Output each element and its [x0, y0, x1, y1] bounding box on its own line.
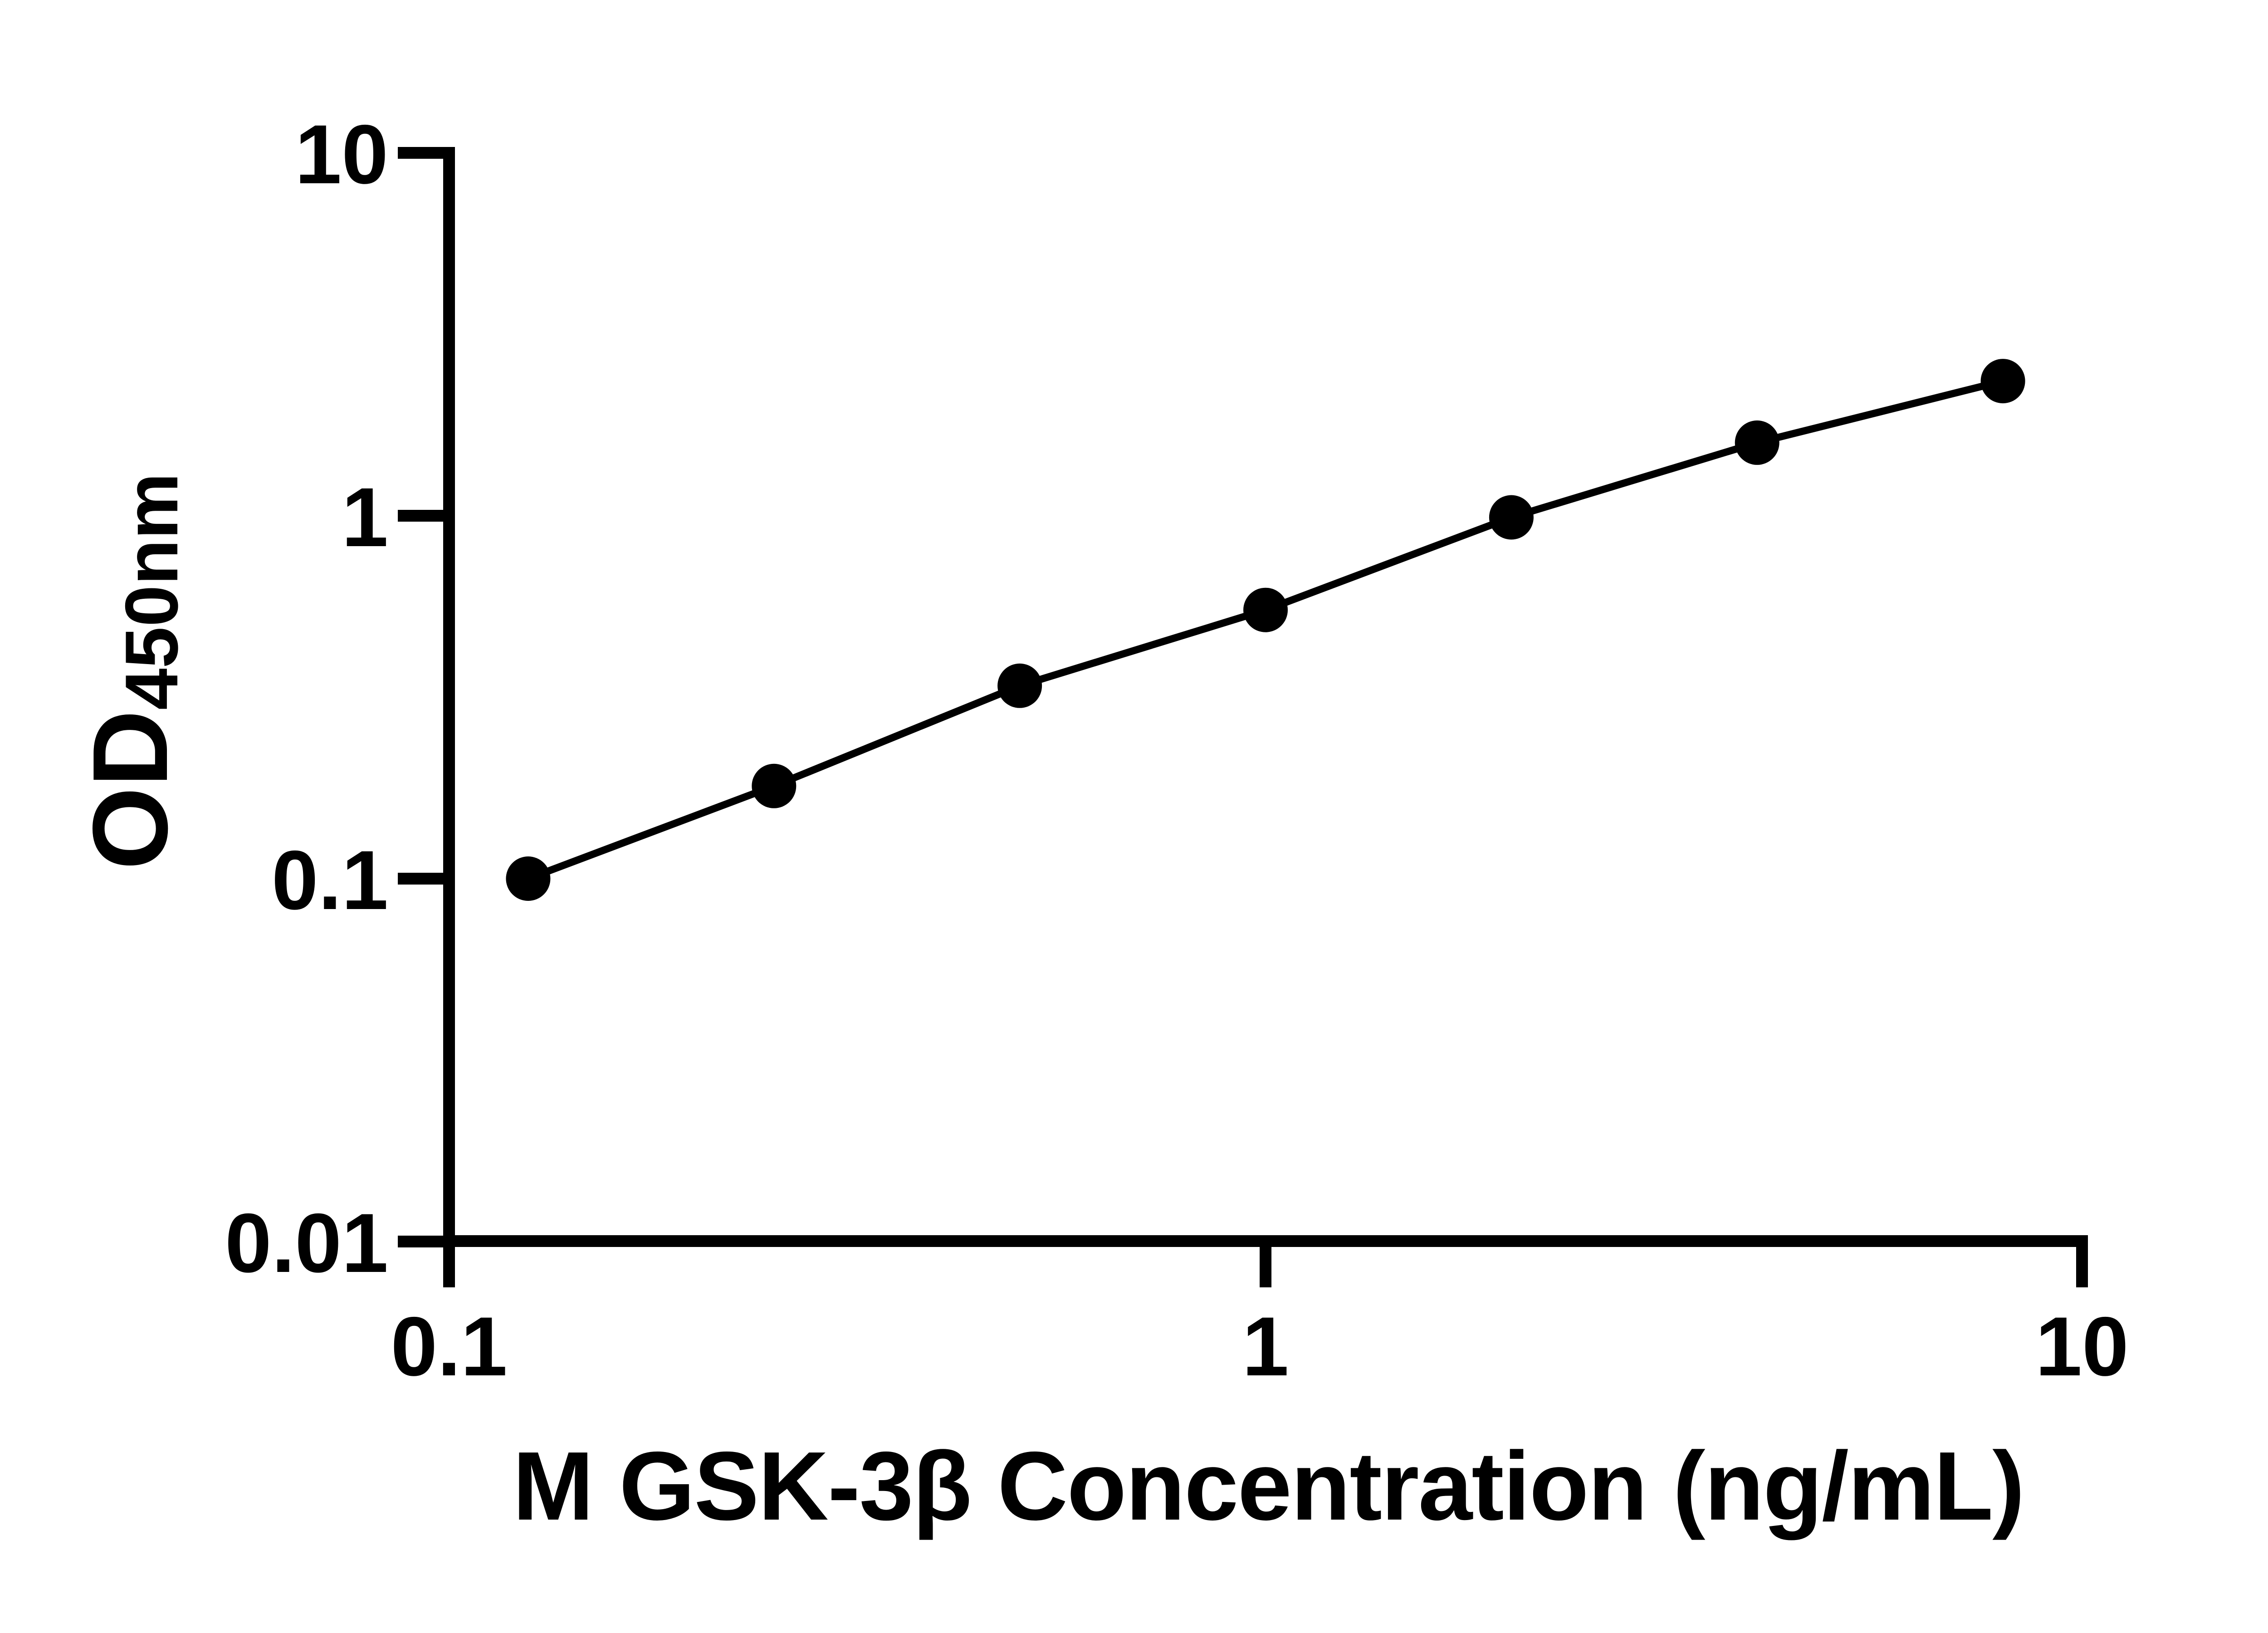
y-tick-label: 0.01 [225, 1197, 388, 1290]
data-point-marker [997, 663, 1042, 708]
y-axis-title-subscript: 450nm [110, 473, 193, 710]
x-tick-label: 10 [2035, 1300, 2129, 1393]
data-point-marker [1489, 495, 1534, 540]
data-point-marker [752, 763, 797, 808]
y-tick-label: 0.1 [272, 834, 388, 927]
y-axis-title-main: OD [70, 710, 190, 870]
data-point-marker [506, 856, 551, 901]
x-axis-title: M GSK-3β Concentration (ng/mL) [513, 1431, 2025, 1540]
y-tick-label: 1 [342, 471, 388, 564]
data-point-marker [1243, 587, 1288, 632]
x-tick-label: 1 [1242, 1300, 1289, 1393]
y-tick-label: 10 [295, 108, 388, 201]
data-point-marker [1735, 420, 1779, 465]
y-axis-title: OD450nm [70, 473, 193, 870]
x-tick-label: 0.1 [391, 1300, 507, 1393]
data-point-marker [1980, 359, 2025, 404]
